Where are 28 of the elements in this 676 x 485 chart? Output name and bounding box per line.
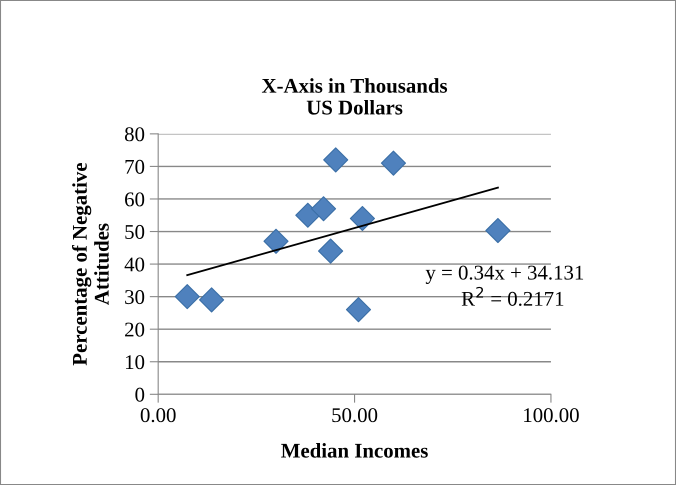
chart-title: X-Axis in Thousands US Dollars (262, 78, 448, 115)
y-tick-label: 40 (124, 257, 144, 272)
x-tick-label: 50.00 (332, 408, 378, 422)
x-axis-title: Median Incomes (281, 443, 428, 458)
annotation: y = 0.34x + 34.131 (426, 266, 584, 284)
y-tick-label: 10 (126, 355, 144, 370)
point (199, 287, 224, 312)
y-tick-label: 0 (135, 388, 144, 402)
point (346, 297, 372, 322)
y-tick-label: 20 (125, 322, 144, 337)
point (380, 150, 406, 176)
y-tick-label: 80 (124, 127, 144, 142)
annotation: R$^{2}$ = 0.2171 (462, 286, 564, 306)
point (174, 284, 200, 310)
y-tick-label: 60 (125, 192, 144, 206)
x-tick-label: 0.00 (140, 408, 176, 422)
point (295, 202, 320, 228)
y-axis-title: Percentage of Negative Attitudes (72, 163, 109, 366)
point (310, 196, 336, 222)
point (485, 218, 510, 244)
y-tick-label: 50 (125, 224, 144, 239)
point (323, 147, 348, 172)
point (318, 238, 344, 264)
point (263, 228, 289, 254)
x-tick-label: 100.00 (524, 408, 579, 422)
y-tick-label: 70 (126, 160, 144, 174)
point (350, 206, 375, 232)
y-tick-label: 30 (125, 290, 144, 304)
